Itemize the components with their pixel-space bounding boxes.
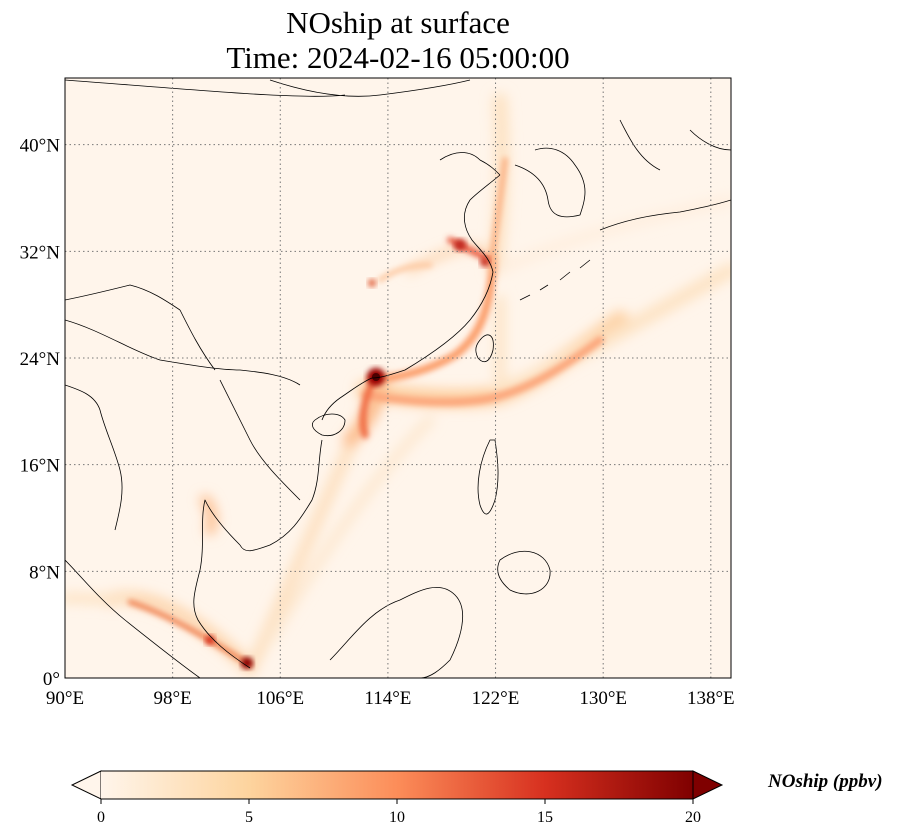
lat-tick-label: 8°N [29, 562, 60, 583]
lat-tick-label: 16°N [20, 456, 61, 477]
lon-tick-label: 114°E [364, 688, 411, 709]
map-title: NOship at surface [286, 5, 510, 40]
lat-tick-labels: 0° 8°N 16°N 24°N 32°N 40°N [20, 136, 61, 690]
colorbar: 0 5 10 15 20 [70, 770, 724, 826]
bohai-coastline [439, 152, 501, 176]
china-coastline [321, 174, 501, 421]
luzon-coastline [477, 439, 499, 515]
lat-tick-label: 32°N [20, 242, 61, 263]
lat-tick-label: 0° [43, 669, 60, 690]
colorbar-ticks: 0 5 10 15 20 [97, 799, 701, 826]
colorbar-tick-label: 5 [245, 809, 253, 826]
korea-coastline [514, 147, 586, 218]
colorbar-tick-label: 10 [389, 809, 405, 826]
burma-coastline [65, 384, 123, 531]
borneo-coastline [329, 587, 463, 678]
lon-tick-label: 98°E [154, 688, 192, 709]
lon-tick-label: 122°E [472, 688, 520, 709]
mindanao-coastline [497, 551, 551, 595]
colorbar-gradient [101, 771, 693, 799]
lon-tick-labels: 90°E 98°E 106°E 114°E 122°E 130°E 138°E [46, 688, 735, 709]
lat-tick-label: 24°N [20, 349, 61, 370]
lat-tick-label: 40°N [20, 136, 61, 157]
colorbar-tick-label: 20 [685, 809, 701, 826]
hainan-coastline [311, 413, 346, 437]
lon-tick-label: 130°E [579, 688, 627, 709]
taiwan-coastline [475, 334, 494, 363]
map-timestamp: Time: 2024-02-16 05:00:00 [226, 40, 570, 75]
colorbar-extend-high [692, 770, 724, 800]
gridlines [65, 78, 731, 678]
colorbar-label: NOship (ppbv) [768, 771, 883, 792]
map-frame [64, 77, 732, 679]
colorbar-tick-label: 0 [97, 809, 105, 826]
coastlines [65, 79, 731, 678]
indochina-coastline [193, 439, 323, 669]
colorbar-tick-label: 15 [537, 809, 553, 826]
colorbar-extend-low [70, 770, 102, 800]
ryukyu-islands [519, 259, 591, 301]
sumatra-coastline [65, 559, 201, 678]
inland-borders [65, 79, 471, 501]
japan-coastline [599, 119, 731, 231]
lon-tick-label: 106°E [256, 688, 304, 709]
lon-tick-label: 90°E [46, 688, 84, 709]
lon-tick-label: 138°E [687, 688, 735, 709]
concentration-field [65, 93, 731, 675]
